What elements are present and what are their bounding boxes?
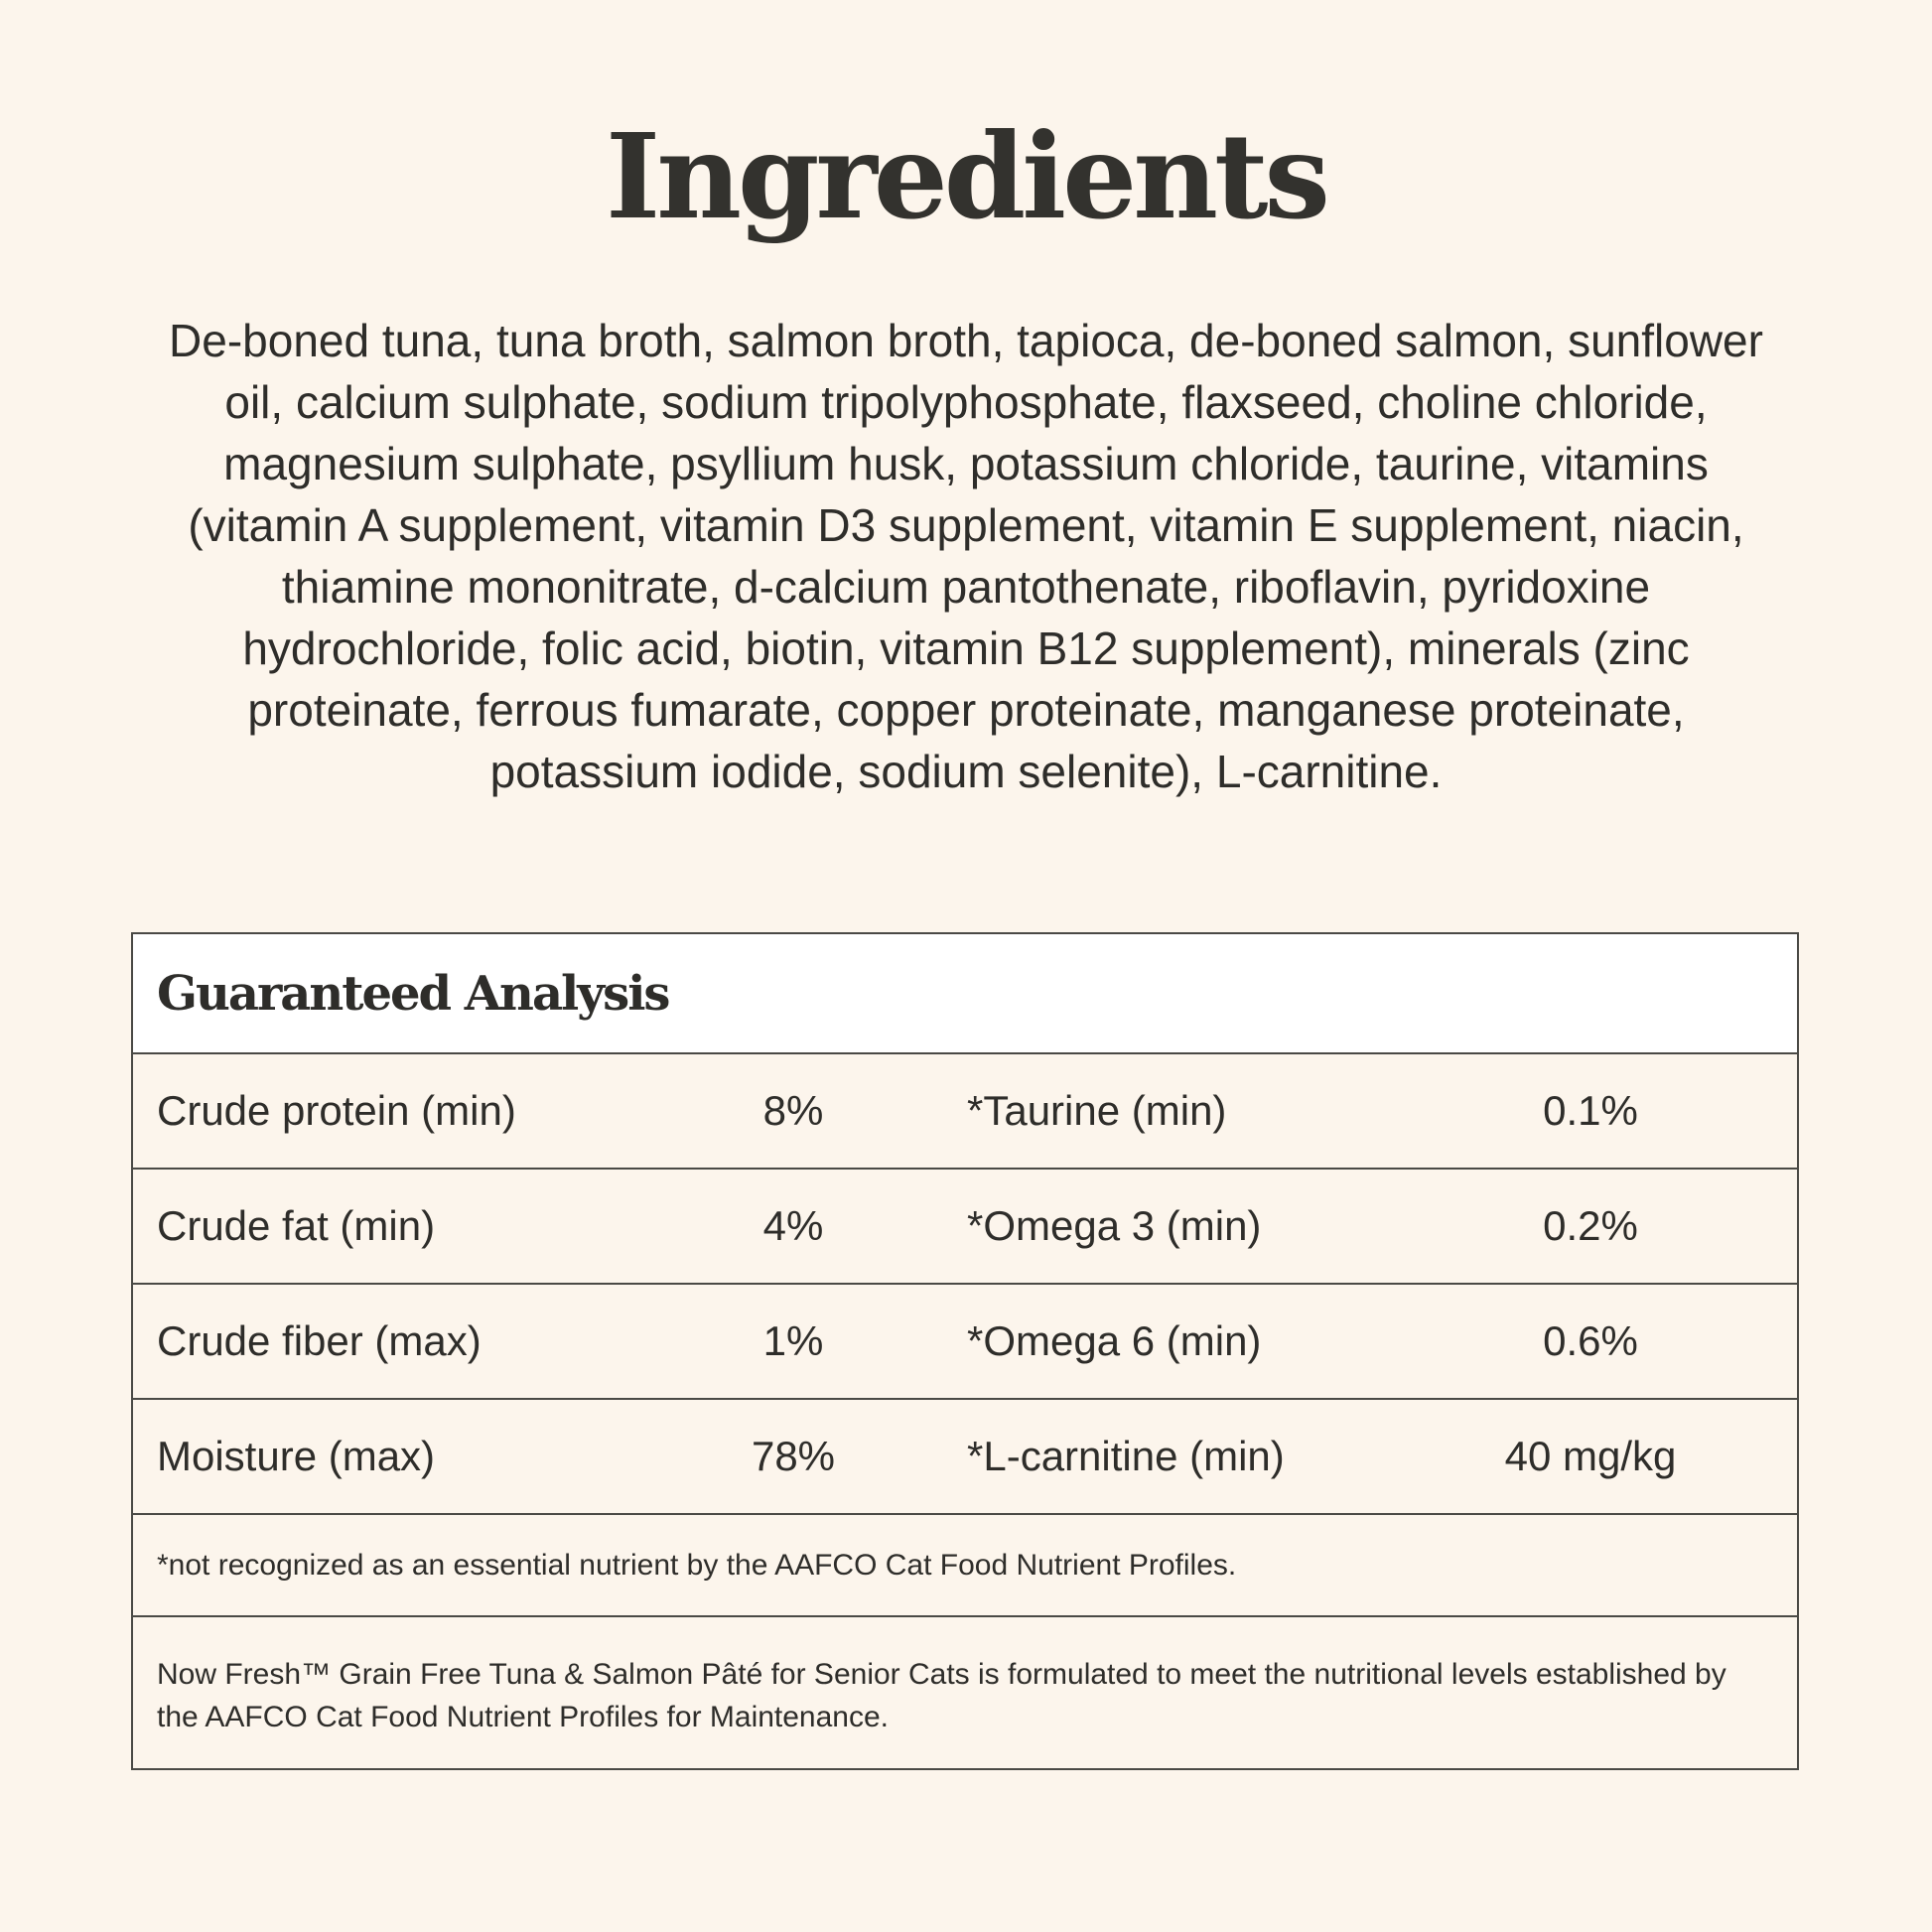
nutrient-name: Crude fiber (max) xyxy=(157,1317,482,1364)
nutrient-value: 40 mg/kg xyxy=(1504,1433,1677,1479)
nutrient-value: 0.1% xyxy=(1543,1087,1638,1134)
nutrient-value: 1% xyxy=(762,1317,824,1364)
guaranteed-analysis-table: Guaranteed Analysis Crude protein (min) … xyxy=(131,932,1799,1770)
aafco-statement: Now Fresh™ Grain Free Tuna & Salmon Pâté… xyxy=(157,1658,1726,1733)
nutrient-name: Crude fat (min) xyxy=(157,1202,436,1249)
nutrient-name: *Omega 3 (min) xyxy=(967,1202,1262,1249)
nutrient-value: 8% xyxy=(762,1087,824,1134)
ingredients-list: De-boned tuna, tuna broth, salmon broth,… xyxy=(169,315,1763,797)
page-title: Ingredients xyxy=(606,107,1330,245)
nutrient-name: *Taurine (min) xyxy=(967,1087,1227,1134)
table-row: Crude protein (min) 8% *Taurine (min) 0.… xyxy=(133,1054,1797,1170)
table-row: Crude fat (min) 4% *Omega 3 (min) 0.2% xyxy=(133,1170,1797,1285)
nutrient-value: 0.6% xyxy=(1543,1317,1638,1364)
nutrient-value: 0.2% xyxy=(1543,1202,1638,1249)
nutrient-value: 4% xyxy=(762,1202,824,1249)
analysis-heading: Guaranteed Analysis xyxy=(133,934,1797,1054)
table-row: Moisture (max) 78% *L-carnitine (min) 40… xyxy=(133,1400,1797,1515)
nutrient-name: *L-carnitine (min) xyxy=(967,1433,1285,1479)
nutrient-name: Moisture (max) xyxy=(157,1433,436,1479)
footnote: *not recognized as an essential nutrient… xyxy=(133,1515,1797,1617)
table-row: Crude fiber (max) 1% *Omega 6 (min) 0.6% xyxy=(133,1285,1797,1400)
nutrient-name: *Omega 6 (min) xyxy=(967,1317,1262,1364)
nutrient-name: Crude protein (min) xyxy=(157,1087,516,1134)
nutrient-value: 78% xyxy=(751,1433,836,1479)
